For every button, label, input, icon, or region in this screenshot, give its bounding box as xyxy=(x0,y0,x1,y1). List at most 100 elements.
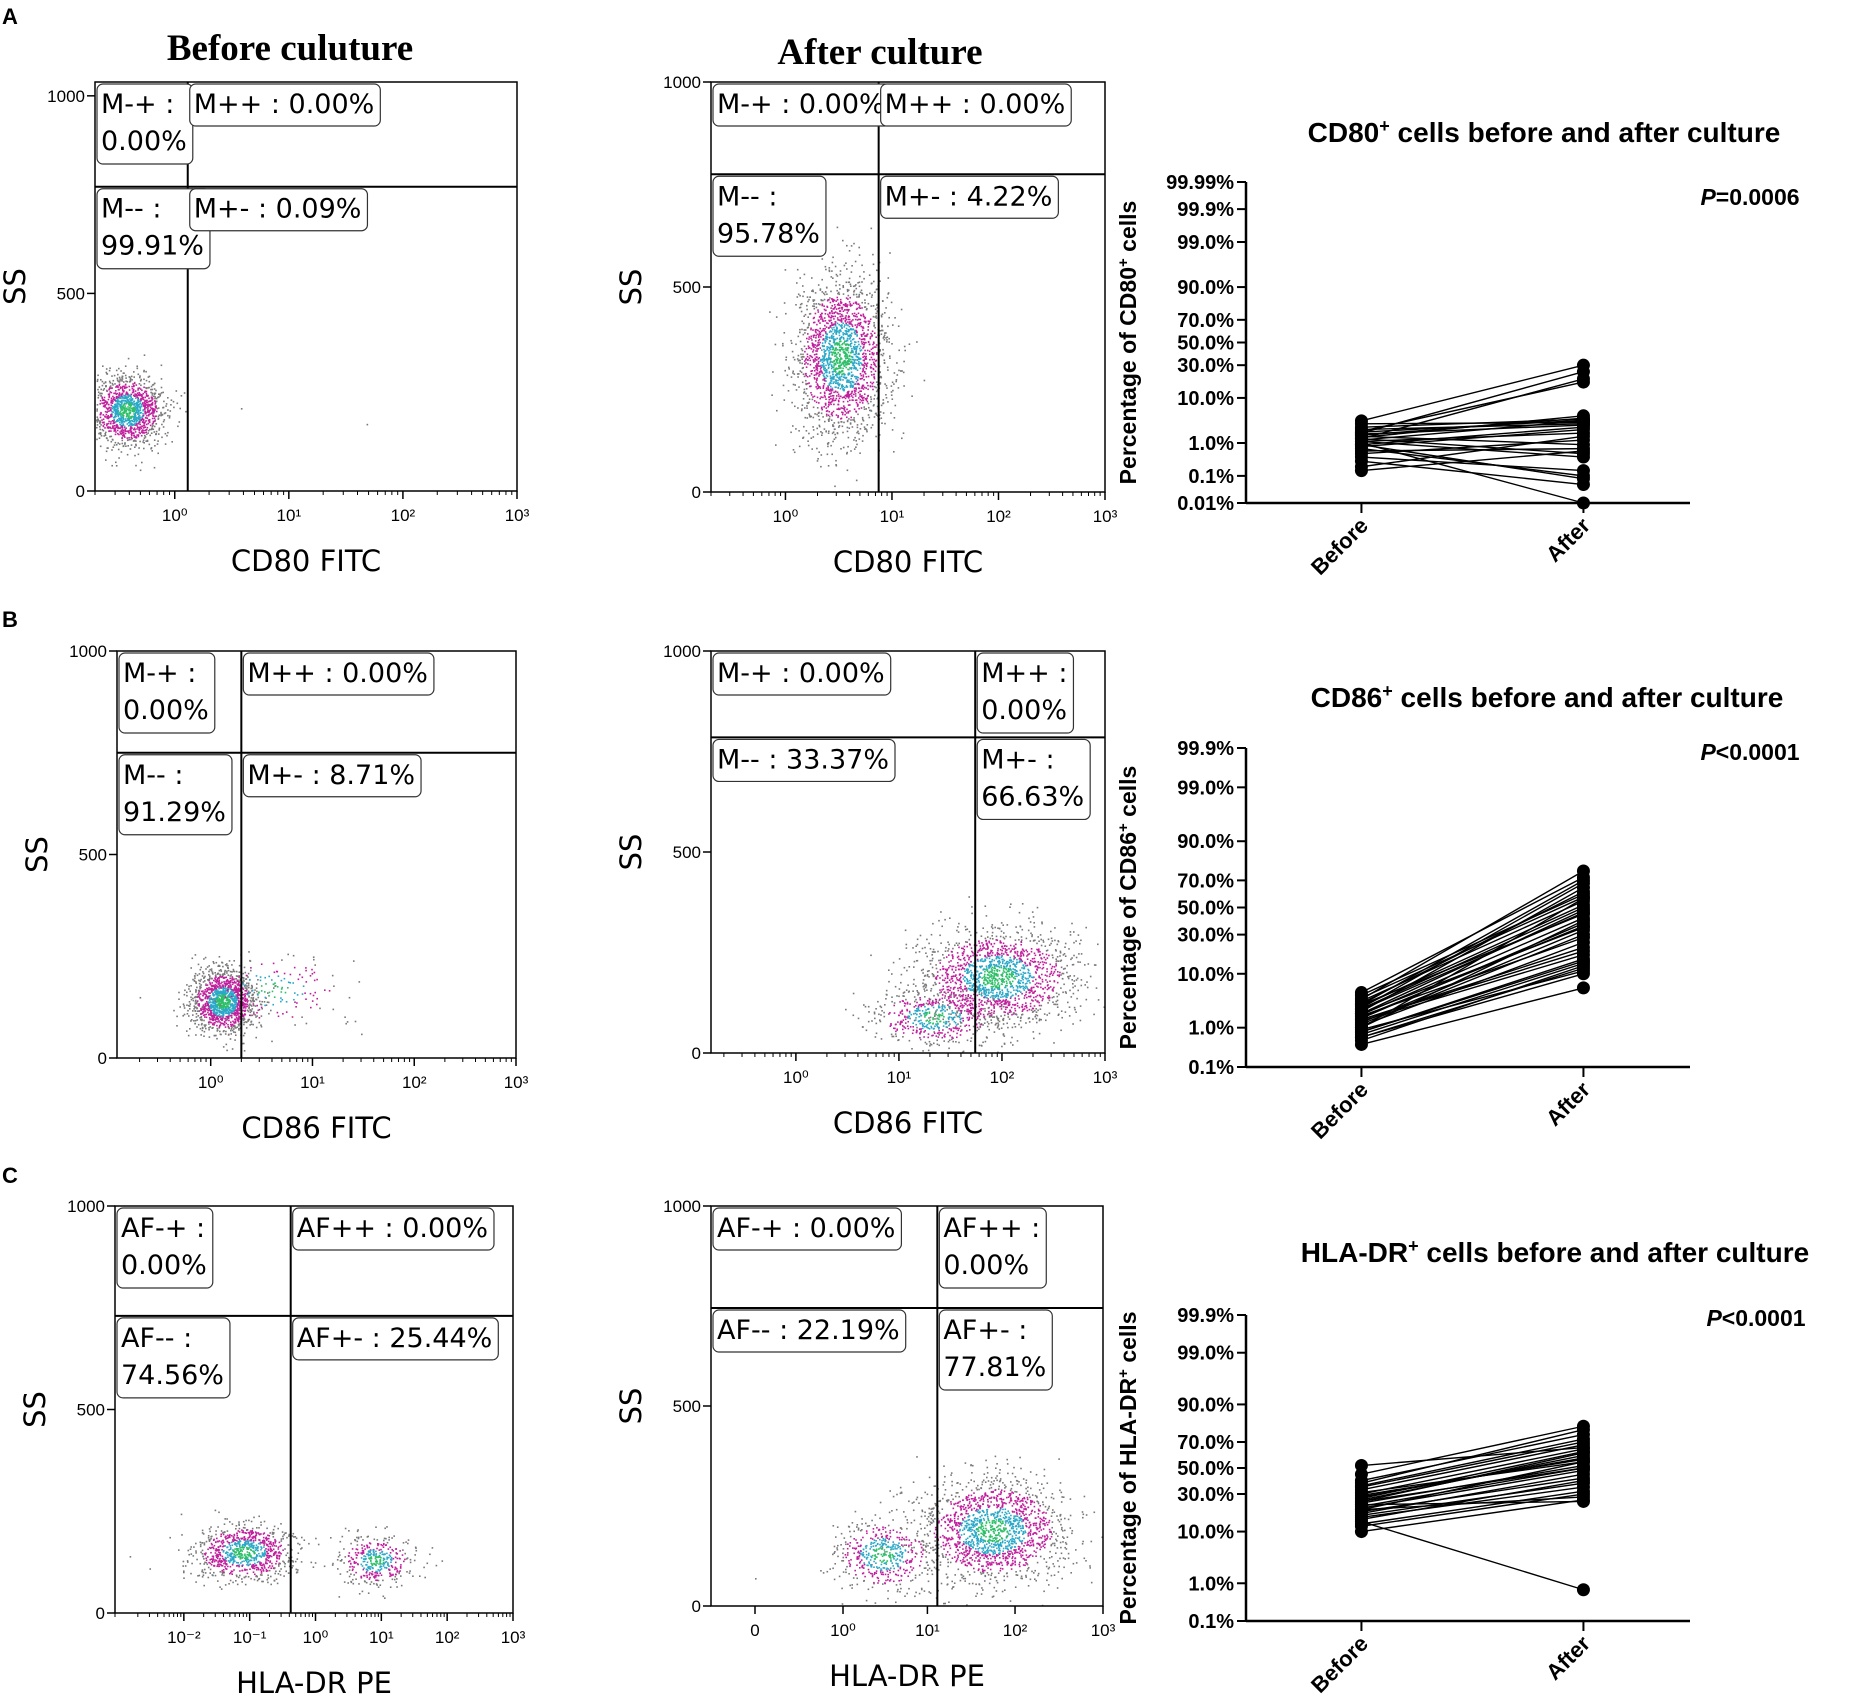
event-dot xyxy=(823,351,826,353)
event-dot xyxy=(231,1023,234,1026)
event-dot xyxy=(857,363,860,365)
event-dot xyxy=(850,392,853,395)
event-dot xyxy=(861,364,864,366)
event-dot xyxy=(274,982,276,984)
event-dot xyxy=(158,396,160,398)
event-dot xyxy=(845,324,848,326)
event-dot xyxy=(345,1022,347,1025)
x-tick-label: 10² xyxy=(402,1073,427,1092)
event-dot xyxy=(206,1001,208,1003)
event-dot xyxy=(875,336,877,338)
x-axis-label: CD86 FITC xyxy=(241,1111,391,1145)
event-dot xyxy=(854,391,856,393)
event-dot xyxy=(849,344,852,346)
event-dot xyxy=(833,438,836,440)
quadrant-label-text: M-+ : 0.00% xyxy=(717,89,885,120)
event-dot xyxy=(236,975,239,978)
event-dot xyxy=(253,1013,255,1015)
event-dot xyxy=(867,302,870,305)
event-dot xyxy=(157,407,160,409)
event-dot xyxy=(859,390,861,392)
event-dot xyxy=(814,329,817,331)
event-dot xyxy=(108,387,111,390)
event-dot xyxy=(115,396,118,399)
event-dot xyxy=(138,431,141,434)
event-dot xyxy=(887,401,889,403)
event-dot xyxy=(265,1004,268,1006)
event-dot xyxy=(284,991,287,994)
event-dot xyxy=(792,370,794,373)
event-dot xyxy=(846,349,849,352)
event-dot xyxy=(791,350,794,353)
event-dot xyxy=(134,446,136,448)
event-dot xyxy=(782,344,784,347)
event-dot xyxy=(923,379,926,382)
event-dot xyxy=(893,451,895,453)
event-dot xyxy=(834,351,837,354)
event-dot xyxy=(856,424,859,426)
event-dot xyxy=(102,429,105,432)
event-dot xyxy=(119,405,122,408)
event-dot xyxy=(243,1021,245,1024)
event-dot xyxy=(131,385,133,388)
event-dot xyxy=(845,357,847,360)
event-dot xyxy=(824,396,826,398)
event-dot xyxy=(210,989,212,991)
event-dot xyxy=(864,320,866,323)
event-dot xyxy=(213,991,216,993)
event-dot xyxy=(869,292,871,295)
event-dot xyxy=(836,356,838,359)
event-dot xyxy=(134,402,137,405)
event-dot xyxy=(196,1019,199,1021)
event-dot xyxy=(221,1000,223,1002)
event-dot xyxy=(122,407,124,409)
event-dot xyxy=(198,989,201,992)
event-dot xyxy=(97,394,100,397)
event-dot xyxy=(137,409,140,411)
event-dot xyxy=(280,979,283,982)
event-dot xyxy=(134,393,136,395)
event-dot xyxy=(819,360,822,362)
event-dot xyxy=(346,1021,349,1023)
event-dot xyxy=(199,1017,201,1019)
event-dot xyxy=(204,1014,206,1016)
event-dot xyxy=(217,977,219,980)
event-dot xyxy=(841,373,843,376)
event-dot xyxy=(130,399,132,402)
event-dot xyxy=(145,428,148,431)
event-dot xyxy=(872,347,874,349)
event-dot xyxy=(855,440,857,442)
event-dot xyxy=(102,398,105,401)
event-dot xyxy=(840,325,843,328)
event-dot xyxy=(151,417,154,420)
event-dot xyxy=(305,981,308,983)
event-dot xyxy=(111,375,113,377)
event-dot xyxy=(232,990,234,993)
event-dot xyxy=(864,302,866,304)
event-dot xyxy=(244,990,246,992)
event-dot xyxy=(810,348,813,350)
event-dot xyxy=(812,334,815,337)
event-dot xyxy=(814,292,817,294)
event-dot xyxy=(814,358,817,361)
event-dot xyxy=(255,1036,257,1039)
event-dot xyxy=(821,432,824,434)
event-dot xyxy=(867,326,870,328)
event-dot xyxy=(196,996,198,998)
event-dot xyxy=(223,1030,225,1032)
event-dot xyxy=(828,299,830,301)
event-dot xyxy=(823,356,826,359)
event-dot xyxy=(134,408,136,410)
event-dot xyxy=(235,978,237,980)
event-dot xyxy=(154,392,157,395)
event-dot xyxy=(154,396,156,398)
event-dot xyxy=(238,1004,241,1007)
event-dot xyxy=(155,430,158,433)
event-dot xyxy=(850,245,853,247)
event-dot xyxy=(233,1014,236,1016)
event-dot xyxy=(121,426,123,428)
event-dot xyxy=(830,335,833,338)
event-dot xyxy=(874,326,876,329)
event-dot xyxy=(836,342,838,344)
event-dot xyxy=(209,1005,212,1007)
